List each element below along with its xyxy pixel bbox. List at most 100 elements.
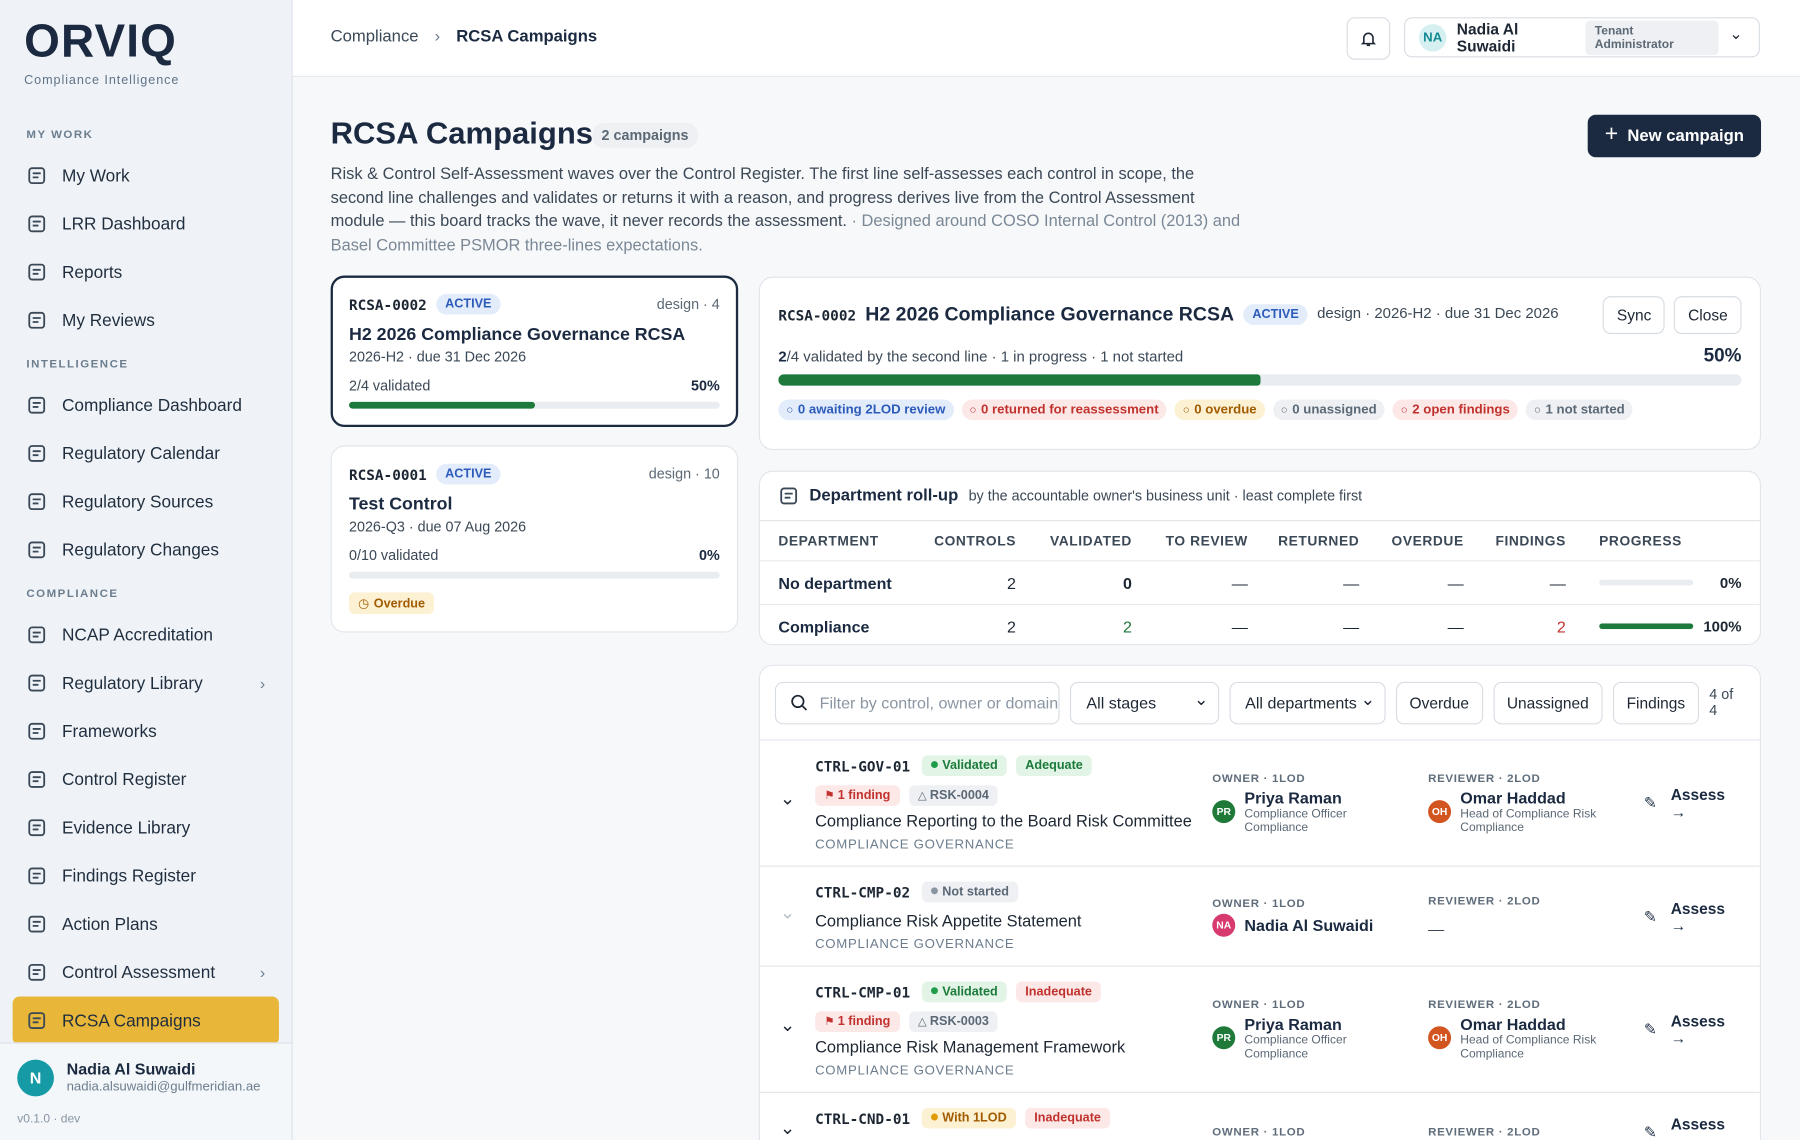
progress-fill — [778, 374, 1260, 386]
status-badge: ACTIVE — [435, 463, 501, 485]
select-caret: ⌄ — [1193, 689, 1209, 709]
nav-item[interactable]: RCSA Campaigns — [12, 996, 279, 1045]
chip-label: 0 unassigned — [1292, 402, 1377, 417]
rollup-subtitle: by the accountable owner's business unit… — [968, 487, 1363, 504]
chip-icon: ○ — [1280, 403, 1288, 417]
nav-item[interactable]: Findings Register — [13, 852, 279, 900]
table-cell: — — [1231, 573, 1248, 592]
nav-icon-svg — [28, 915, 46, 933]
control-name: Compliance Risk Management Framework — [815, 1038, 1126, 1058]
controls-panel: Filter by control, owner or domain All st… — [758, 664, 1762, 1140]
user-menu[interactable]: NA Nadia Al Suwaidi Tenant Administrator ⌄ — [1404, 17, 1760, 58]
nav-label: Compliance Dashboard — [61, 395, 242, 416]
status-chip[interactable]: ○ 0 awaiting 2LOD review — [778, 399, 954, 421]
control-main: CTRL-CMP-02 Not started Compliance Risk Ap… — [815, 881, 1212, 952]
campaign-period: 2026-Q3 · due 07 Aug 2026 — [348, 518, 527, 535]
nav-section-title: MY WORK — [26, 128, 94, 142]
assess-button[interactable]: ✎ Assess → — [1644, 1013, 1742, 1047]
user-avatar: N — [17, 1059, 54, 1097]
nav-icon-svg — [28, 541, 46, 559]
column-header: VALIDATED — [1049, 532, 1132, 549]
nav-item[interactable]: LRR Dashboard — [13, 200, 279, 248]
new-campaign-button[interactable]: + New campaign — [1587, 114, 1762, 158]
breadcrumb-item[interactable]: Compliance — [330, 27, 419, 46]
status-chip[interactable]: ○ 0 overdue — [1174, 399, 1265, 421]
progress-percent: 50% — [1703, 345, 1742, 367]
table-cell: 2 — [1556, 617, 1566, 636]
assess-label: Assess → — [1670, 1012, 1725, 1047]
control-id: CTRL-CMP-01 — [815, 983, 911, 1001]
control-main: CTRL-CMP-01 Validated Inadequate ⚑ 1 findin… — [815, 981, 1212, 1078]
detail-actions: Sync Close — [1603, 295, 1742, 334]
nav-label: Reports — [61, 262, 123, 282]
nav-item[interactable]: Regulatory Sources — [13, 478, 279, 526]
nav-chevron: › — [259, 963, 266, 982]
rating-badge: Inadequate — [1025, 1107, 1111, 1129]
progress-percent: 0% — [1719, 574, 1742, 592]
status-chip[interactable]: ○ 2 open findings — [1392, 399, 1518, 421]
user-email: nadia.alsuwaidi@gulfmeridian.ae — [66, 1080, 261, 1095]
nav-item[interactable]: My Work — [13, 152, 279, 200]
control-domain: COMPLIANCE GOVERNANCE — [815, 838, 1015, 852]
finding-badge: ⚑ 1 finding — [815, 1011, 900, 1033]
control-domain: COMPLIANCE GOVERNANCE — [815, 1064, 1015, 1078]
expand-chevron[interactable]: ⌄ — [779, 789, 796, 810]
user-name: Nadia Al Suwaidi — [66, 1059, 196, 1078]
select[interactable]: All stages ⌄ — [1070, 681, 1219, 724]
action-button[interactable]: Sync — [1603, 295, 1666, 334]
campaign-card[interactable]: RCSA-0002 ACTIVE design · 4 H2 2026 Complia… — [330, 275, 739, 428]
nav-item[interactable]: Regulatory Changes — [13, 526, 279, 574]
card-header: RCSA-0001 ACTIVE design · 10 — [349, 463, 720, 485]
column-header: TO REVIEW — [1165, 532, 1248, 549]
status-chip[interactable]: ○ 1 not started — [1525, 399, 1633, 421]
select[interactable]: All departments ⌄ — [1229, 681, 1386, 724]
status-chip[interactable]: ○ 0 unassigned — [1272, 399, 1385, 421]
person-text: Nadia Al Suwaidi — [1244, 916, 1373, 934]
progress-track — [348, 571, 720, 579]
search-input[interactable]: Filter by control, owner or domain — [774, 681, 1061, 724]
person-label: REVIEWER · 2LOD — [1428, 998, 1541, 1012]
user-footer: N Nadia Al Suwaidi nadia.alsuwaidi@gulfmer… — [0, 1042, 292, 1140]
nav-item[interactable]: Frameworks — [13, 707, 279, 755]
nav-item[interactable]: Control Register — [13, 755, 279, 803]
nav-item[interactable]: Action Plans — [13, 900, 279, 948]
progress-track — [1599, 623, 1694, 630]
expand-chevron[interactable]: ⌄ — [779, 1015, 796, 1036]
filter-toggle[interactable]: Overdue — [1395, 681, 1483, 724]
control-main: CTRL-GOV-01 Validated Adequate ⚑ 1 finding △… — [815, 755, 1212, 852]
nav-item[interactable]: Compliance Dashboard — [13, 381, 279, 429]
assess-label: Assess → — [1670, 786, 1725, 821]
person-name: Nadia Al Suwaidi — [1244, 915, 1374, 934]
assess-button[interactable]: ✎ Assess → — [1644, 899, 1742, 933]
overdue-label: Overdue — [373, 596, 426, 611]
nav-item[interactable]: Regulatory Calendar — [13, 429, 279, 477]
filter-toggle[interactable]: Unassigned — [1493, 681, 1603, 724]
nav-item[interactable]: Control Assessment › — [13, 948, 279, 996]
overdue-badge: ◷ Overdue — [348, 592, 435, 615]
person-column: OWNER · 1LOD PR Priya Raman Compliance Offi… — [1212, 999, 1428, 1061]
action-button[interactable]: Close — [1674, 295, 1742, 334]
nav-icon — [26, 962, 62, 983]
notifications-button[interactable] — [1346, 17, 1391, 60]
table-cell: Compliance — [778, 617, 870, 636]
nav-item[interactable]: NCAP Accreditation — [13, 611, 279, 659]
nav-section-title: INTELLIGENCE — [26, 358, 129, 371]
validated-count: 2/4 validated — [348, 377, 431, 394]
person-dept: Compliance — [1460, 1046, 1524, 1061]
campaign-card[interactable]: RCSA-0001 ACTIVE design · 10 Test Control 20… — [330, 445, 739, 633]
status-chip[interactable]: ○ 0 returned for reassessment — [961, 399, 1167, 421]
assess-button[interactable]: ✎ Assess → — [1644, 1115, 1742, 1140]
assess-button[interactable]: ✎ Assess → — [1644, 786, 1742, 820]
filter-toggle[interactable]: Findings — [1612, 681, 1699, 724]
person-column: OWNER · 1LOD NA Nadia Al Suwaidi — [1212, 897, 1428, 937]
table-cell: — — [1343, 617, 1360, 636]
nav-item[interactable]: Regulatory Library › — [13, 659, 279, 707]
nav-item[interactable]: My Reviews — [13, 296, 279, 344]
control-main: CTRL-CND-01 With 1LOD Inadequate Whistleblo… — [815, 1107, 1212, 1140]
nav-item[interactable]: Evidence Library — [13, 804, 279, 852]
expand-chevron[interactable]: ⌄ — [779, 1118, 796, 1139]
table-header: DEPARTMENT CONTROLS VALIDATED TO REVIEW RETU… — [760, 521, 1760, 560]
nav-item[interactable]: Reports — [13, 248, 279, 296]
bell-icon — [1360, 31, 1377, 46]
chip-icon: ○ — [969, 403, 977, 417]
